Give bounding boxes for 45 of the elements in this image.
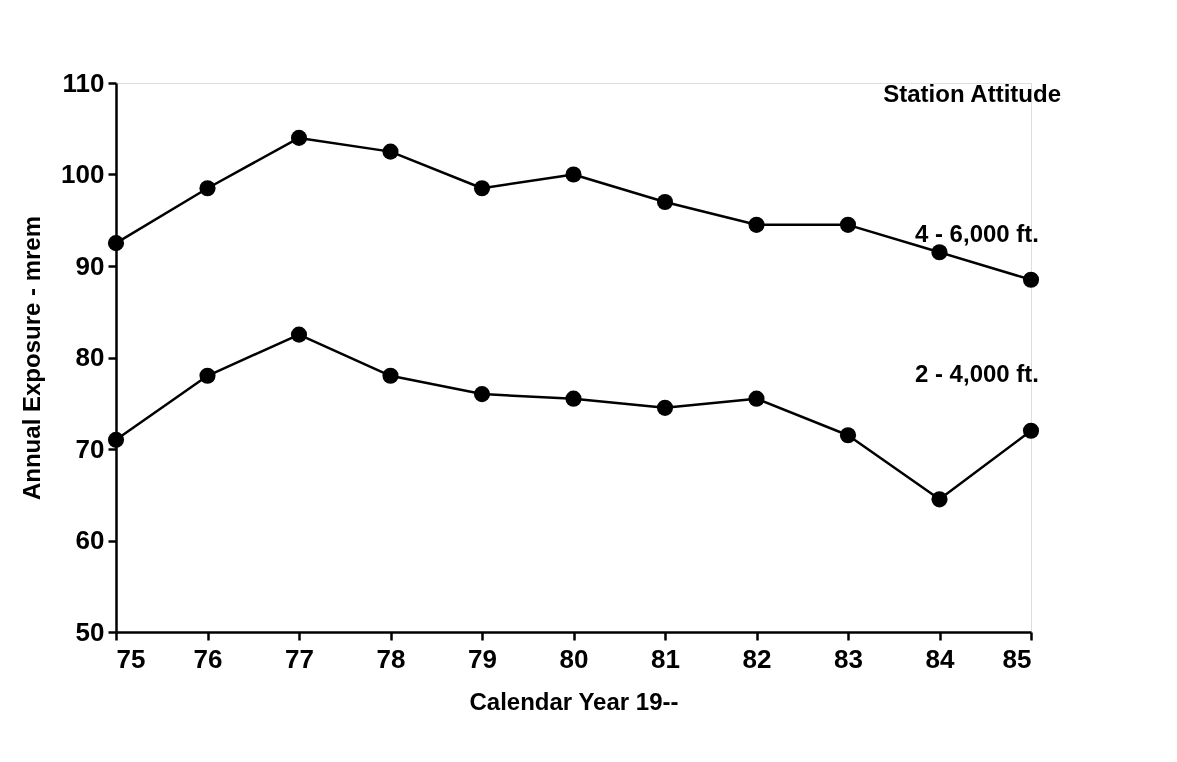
point (839, 216, 857, 233)
x-tick-label: 81 (651, 643, 680, 674)
y-tick-label: 60 (75, 525, 105, 555)
point (565, 166, 582, 183)
y-tick-label: 100 (61, 159, 105, 189)
y-axis-title: Annual Exposure - mrem (18, 215, 46, 501)
legend-title: Station Attitude (883, 79, 1061, 107)
point (839, 427, 857, 444)
x-tick-label: 83 (834, 643, 863, 674)
y-tick-label: 110 (62, 67, 105, 98)
point (199, 180, 216, 197)
x-tick-label: 82 (742, 643, 772, 674)
point (931, 244, 948, 261)
point (290, 326, 308, 343)
point (382, 143, 399, 160)
point (1022, 271, 1040, 288)
point (748, 390, 765, 407)
series-label: 4 - 6,000 ft. (914, 219, 1039, 247)
x-tick-label: 80 (559, 643, 589, 674)
y-tick-label: 50 (75, 616, 105, 647)
x-tick-label: 79 (468, 643, 497, 674)
x-tick-label: 85 (1002, 643, 1032, 674)
point (473, 386, 491, 403)
point (656, 193, 674, 210)
y-tick-label: 70 (75, 433, 105, 464)
point (748, 216, 765, 233)
point (931, 491, 948, 508)
x-tick-label: 75 (116, 643, 146, 674)
point (107, 235, 125, 252)
x-axis-title: Calendar Year 19-- (469, 687, 679, 715)
y-tick-label: 80 (75, 342, 105, 372)
x-tick-label: 84 (925, 643, 955, 674)
x-tick-label: 78 (376, 643, 406, 674)
point (473, 180, 491, 197)
point (656, 399, 674, 416)
point (199, 367, 216, 384)
point (1022, 422, 1040, 439)
point (290, 129, 308, 146)
x-tick-label: 76 (193, 643, 223, 674)
point (565, 390, 582, 407)
point (382, 367, 399, 384)
point (107, 431, 125, 448)
y-tick-label: 90 (75, 250, 105, 281)
series-label: 2 - 4,000 ft. (914, 359, 1039, 387)
x-tick-label: 77 (285, 643, 314, 674)
